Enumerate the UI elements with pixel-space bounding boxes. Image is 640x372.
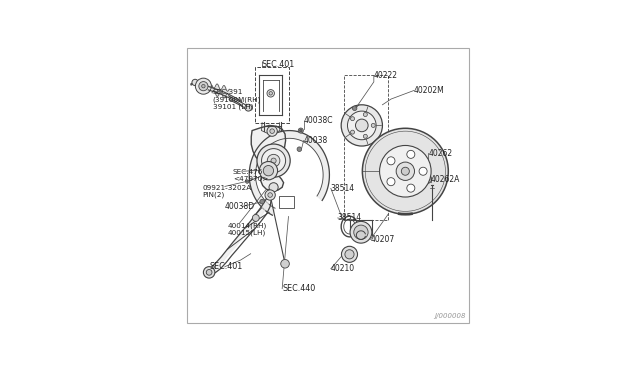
Polygon shape xyxy=(252,125,285,191)
Circle shape xyxy=(341,105,383,146)
Text: SEC.401: SEC.401 xyxy=(210,262,243,271)
Circle shape xyxy=(419,167,427,175)
Circle shape xyxy=(265,190,275,200)
Text: 40014(RH)
40015(LH): 40014(RH) 40015(LH) xyxy=(227,222,266,236)
Circle shape xyxy=(298,128,303,133)
Circle shape xyxy=(407,184,415,192)
Polygon shape xyxy=(249,131,330,215)
Circle shape xyxy=(202,84,205,88)
Circle shape xyxy=(262,149,285,173)
Text: 40210: 40210 xyxy=(331,264,355,273)
Text: SEC.391
(39100M(RH)
39101 (LH): SEC.391 (39100M(RH) 39101 (LH) xyxy=(213,89,261,110)
Circle shape xyxy=(380,145,431,197)
Circle shape xyxy=(206,269,212,275)
Circle shape xyxy=(424,175,432,183)
Text: 40222: 40222 xyxy=(374,71,398,80)
Circle shape xyxy=(192,79,198,86)
Circle shape xyxy=(246,180,249,183)
Circle shape xyxy=(351,117,355,121)
Text: 38514: 38514 xyxy=(331,184,355,193)
Circle shape xyxy=(267,90,275,97)
Circle shape xyxy=(371,124,375,128)
Text: J/000008: J/000008 xyxy=(434,313,465,319)
Circle shape xyxy=(354,225,368,240)
Text: 40202M: 40202M xyxy=(414,86,445,95)
Bar xyxy=(255,67,289,122)
Text: 40262: 40262 xyxy=(428,149,452,158)
Bar xyxy=(344,75,388,220)
Circle shape xyxy=(364,112,367,116)
Circle shape xyxy=(387,178,395,186)
Text: SEC.476
<47970>: SEC.476 <47970> xyxy=(233,169,268,182)
Circle shape xyxy=(350,221,372,243)
Circle shape xyxy=(300,129,302,132)
Text: 40207: 40207 xyxy=(371,235,395,244)
Circle shape xyxy=(245,104,252,111)
Circle shape xyxy=(269,92,273,95)
Circle shape xyxy=(348,111,376,140)
Text: 40038: 40038 xyxy=(303,136,328,145)
Circle shape xyxy=(267,126,277,136)
Circle shape xyxy=(426,177,429,181)
Circle shape xyxy=(401,167,410,175)
Circle shape xyxy=(263,166,273,176)
Circle shape xyxy=(351,130,355,134)
Circle shape xyxy=(297,147,301,151)
Circle shape xyxy=(353,106,357,110)
Circle shape xyxy=(362,128,448,214)
Text: SEC.440: SEC.440 xyxy=(282,284,316,293)
Circle shape xyxy=(281,260,289,268)
Text: 40038C: 40038C xyxy=(303,116,333,125)
Circle shape xyxy=(268,193,273,197)
Circle shape xyxy=(199,81,208,91)
Circle shape xyxy=(252,215,259,221)
Circle shape xyxy=(387,157,395,165)
Circle shape xyxy=(407,150,415,158)
Circle shape xyxy=(342,246,358,262)
Circle shape xyxy=(270,129,275,134)
Text: 09921-3202A
PIN(2): 09921-3202A PIN(2) xyxy=(202,185,252,199)
Circle shape xyxy=(364,134,367,138)
Text: 40038D: 40038D xyxy=(225,202,255,211)
Circle shape xyxy=(195,78,211,94)
Circle shape xyxy=(268,154,280,167)
Text: 40262A: 40262A xyxy=(431,175,461,184)
Circle shape xyxy=(271,158,276,163)
Circle shape xyxy=(260,199,264,204)
Circle shape xyxy=(355,119,368,132)
Circle shape xyxy=(396,162,415,180)
Circle shape xyxy=(259,161,278,180)
Text: 38514: 38514 xyxy=(338,214,362,222)
Text: SEC.401: SEC.401 xyxy=(262,60,295,70)
Circle shape xyxy=(345,250,354,259)
Circle shape xyxy=(257,144,290,177)
Circle shape xyxy=(269,183,278,192)
Circle shape xyxy=(204,267,215,278)
Polygon shape xyxy=(279,196,294,208)
